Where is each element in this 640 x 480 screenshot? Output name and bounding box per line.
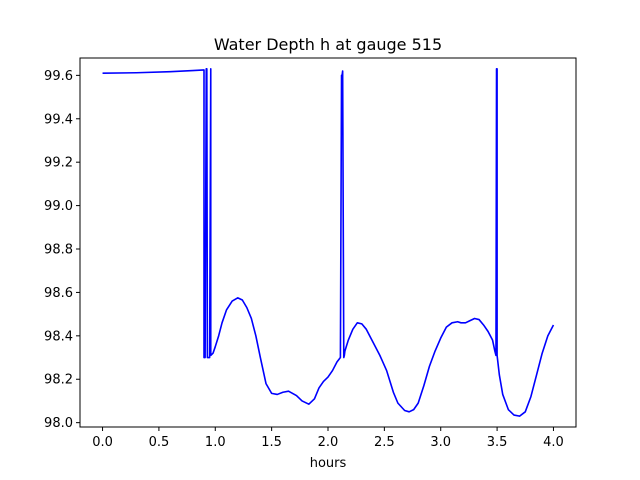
x-tick-label: 2.0 bbox=[318, 435, 339, 450]
x-tick-label: 1.5 bbox=[261, 435, 282, 450]
x-tick-label: 3.5 bbox=[487, 435, 508, 450]
y-tick-label: 98.6 bbox=[44, 286, 73, 301]
y-tick-label: 98.2 bbox=[44, 373, 73, 388]
y-tick-label: 99.6 bbox=[44, 69, 73, 84]
y-tick-label: 99.2 bbox=[44, 156, 73, 171]
x-tick-label: 0.5 bbox=[149, 435, 170, 450]
x-tick-label: 3.0 bbox=[430, 435, 451, 450]
x-tick-label: 1.0 bbox=[205, 435, 226, 450]
x-axis-label: hours bbox=[310, 456, 347, 471]
y-tick-label: 99.0 bbox=[44, 199, 73, 214]
chart-title: Water Depth h at gauge 515 bbox=[214, 35, 442, 54]
y-tick-label: 99.4 bbox=[44, 112, 73, 127]
x-tick-label: 2.5 bbox=[374, 435, 395, 450]
x-axis-ticks: 0.0 0.5 1.0 1.5 2.0 2.5 3.0 3.5 4.0 bbox=[92, 427, 564, 450]
x-tick-label: 0.0 bbox=[92, 435, 113, 450]
y-tick-label: 98.0 bbox=[44, 416, 73, 431]
y-tick-label: 98.4 bbox=[44, 329, 73, 344]
y-tick-label: 98.8 bbox=[44, 243, 73, 258]
y-axis-ticks: 98.0 98.2 98.4 98.6 98.8 99.0 99.2 99.4 99.6 bbox=[44, 69, 80, 431]
x-tick-label: 4.0 bbox=[543, 435, 564, 450]
series-line bbox=[102, 68, 555, 417]
